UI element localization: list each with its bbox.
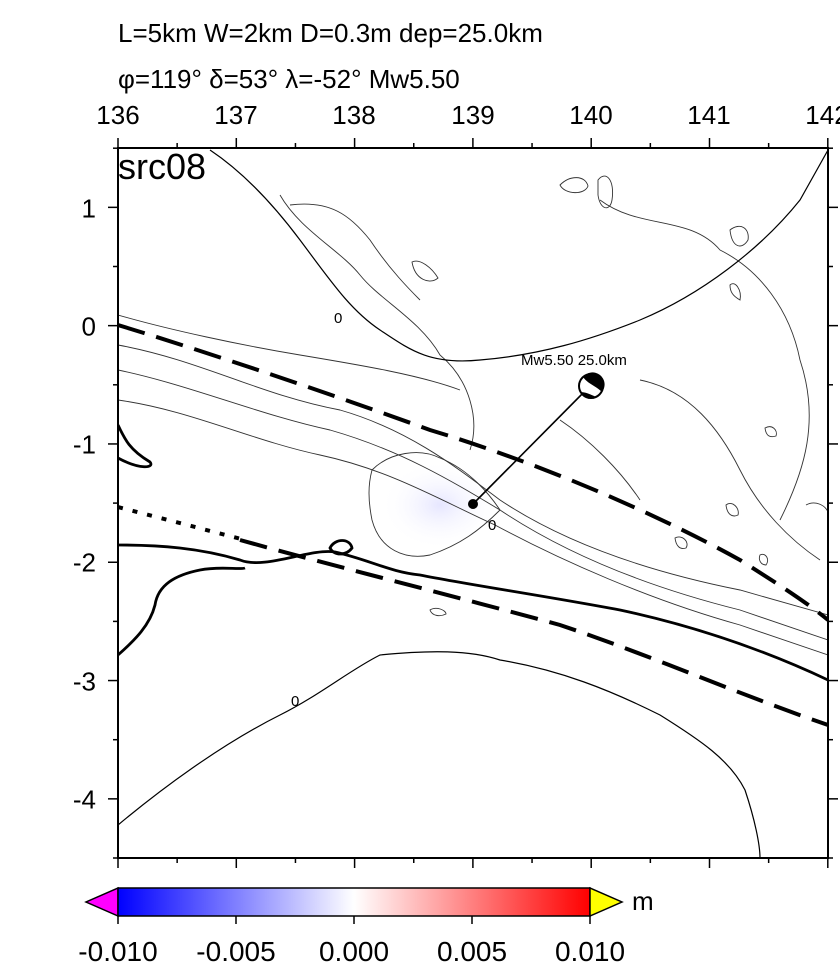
panel-label: src08 [118,146,207,187]
contour-label: 0 [334,310,342,327]
colorbar [84,886,624,924]
plate-boundaries [118,323,828,727]
earthquake-label: Mw5.50 25.0km [521,352,627,369]
thin-contours [118,175,828,656]
y-tick-label: 0 [81,311,96,342]
y-tick-label: -4 [72,784,96,815]
y-tick-label: -3 [72,666,96,697]
colorbar-high-overflow [589,886,624,918]
x-tick-label: 139 [451,100,495,130]
contour-label: 0 [488,517,496,534]
source-parameters-line1: L=5km W=2km D=0.3m dep=25.0km [118,18,543,48]
y-tick-label: -1 [72,429,96,460]
epicenter-connector [472,385,591,505]
colorbar-tick-label: -0.005 [196,936,276,967]
x-tick-label: 142 [805,100,840,130]
coastline [118,424,828,682]
x-tick-label: 141 [687,100,731,130]
axis-ticks [108,138,838,868]
x-tick-label: 138 [332,100,376,130]
x-tick-label: 137 [214,100,258,130]
zero-contours [118,149,828,858]
x-tick-label: 140 [569,100,613,130]
colorbar-unit: m [632,886,654,916]
source-parameters-line2: φ=119° δ=53° λ=-52° Mw5.50 [118,64,460,94]
contour-label: 0 [291,693,299,710]
displacement-patch [380,460,500,550]
colorbar-tick-label: 0.000 [318,936,390,967]
colorbar-tick-label: 0.005 [436,936,508,967]
focal-mechanism-beachball [578,372,605,399]
x-tick-label: 136 [96,100,140,130]
dotted-boundary [118,505,246,542]
map-area [118,149,828,858]
colorbar-tick-label: -0.010 [78,936,158,967]
colorbar-tick-label: 0.010 [554,936,626,967]
epicenter-marker [468,499,478,509]
colorbar-gradient [117,887,591,917]
colorbar-low-overflow [84,886,119,918]
y-tick-label: 1 [81,193,96,224]
y-tick-label: -2 [72,547,96,578]
